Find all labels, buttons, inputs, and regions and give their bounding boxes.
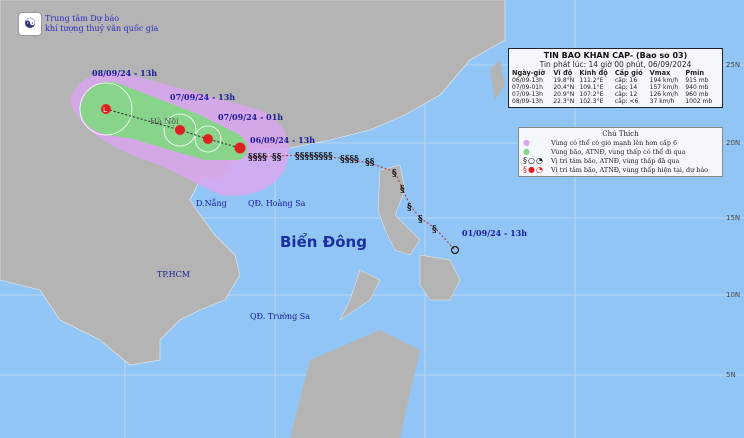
table-row: 06/09-13h 19.8°N 111.2°E cấp: 16 194 km/h 915… [512,77,709,84]
taiwan-land [490,60,505,100]
org-name-line1: Trung tâm Dự báo [45,14,120,23]
origin-position [450,245,460,255]
nchmf-logo-icon: ☯ [18,12,42,36]
bulletin-box: TIN BAO KHAN CAP- (Bao so 03) Tin phát l… [508,48,723,108]
svg-text:§§§§: §§§§ [340,155,359,165]
svg-text:L: L [103,106,107,114]
svg-text:§§: §§ [365,158,375,168]
org-name-line2: khí tượng thuỷ văn quốc gia [45,24,159,33]
past-positions: §§§§ §§ §§§§§§§§ §§§§ §§ §§§§§ [248,152,437,235]
legend-item: §○◔ Vị trí tâm bão, ATNĐ, vùng thấp đã qu… [523,156,680,165]
storm-zone-icon: ● [523,147,531,156]
wind-zone-icon: ● [523,138,531,147]
table-row: 08/09-13h 22.3°N 102.3°E cấp: <6 37 km/h 1002… [512,98,713,105]
bulletin-issued: Tin phát lúc: 14 giờ 00 phút, 06/09/2024 [539,60,692,69]
legend: Chú Thích ● Vùng có thể có gió mạnh lên h… [518,127,723,177]
svg-text:§: § [400,185,405,195]
hanoi-label: Hà Nội [150,117,179,126]
svg-text:§: § [407,203,412,213]
track-label: 01/09/24 - 13h [462,228,528,238]
svg-text:§: § [392,169,397,179]
danang-label: D.Nẵng [196,199,227,208]
legend-item: §●◔ Vị trí tâm bão, ATNĐ, vùng thấp hiện … [523,165,709,174]
svg-text:§§§§: §§§§ [248,153,267,163]
header: ☯ Trung tâm Dự báo khí tượng thuỷ văn quố… [18,12,158,36]
track-label: 08/09/24 - 13h [92,68,158,78]
forecast-circle [194,125,222,153]
track-label: 06/09/24 - 13h [250,135,316,145]
table-row: 07/09-13h 20.9°N 107.2°E cấp: 12 126 km/h 960… [512,91,709,98]
philippines-land [339,164,461,321]
forecast-circle [163,113,197,147]
current-position-icon: §●◔ [523,165,544,174]
svg-text:§§§§§§§§: §§§§§§§§ [295,152,333,162]
forecast-circle [79,82,133,136]
lat-label: 15N [726,214,741,222]
truongsa-label: QĐ. Trường Sa [250,312,311,321]
bulletin-title: TIN BAO KHAN CAP- (Bao so 03) [543,51,688,60]
track-label: 07/09/24 - 13h [170,92,236,102]
lat-label: 25N [726,61,741,69]
legend-item: ● Vùng bão, ATNĐ, vùng thấp có thể đi qua [523,147,686,156]
svg-text:§§: §§ [272,153,282,163]
lat-label: 5N [726,371,736,379]
forecast-positions: L [101,104,246,154]
hoangsa-label: QĐ. Hoàng Sa [248,199,306,208]
hcm-label: TP.HCM [157,270,190,279]
past-position-icon: §○◔ [523,156,544,165]
legend-item: ● Vùng có thể có gió mạnh lên hơn cấp 6 [523,138,678,147]
borneo-land [290,330,420,438]
table-row: 07/09-01h 20.4°N 109.1°E cấp: 14 157 km/h 940… [512,84,709,91]
forecast-table: Ngày-giờ Vĩ độ Kinh độ Cấp gió Vmax Pmin 06/0… [512,69,719,105]
lat-label: 10N [726,291,741,299]
svg-text:§: § [418,215,423,225]
legend-title: Chú Thích [602,130,639,138]
sea-label: Biển Đông [280,233,367,251]
track-label: 07/09/24 - 01h [218,112,284,122]
lat-label: 20N [726,139,741,147]
svg-text:§: § [432,225,437,235]
past-track [249,154,456,251]
